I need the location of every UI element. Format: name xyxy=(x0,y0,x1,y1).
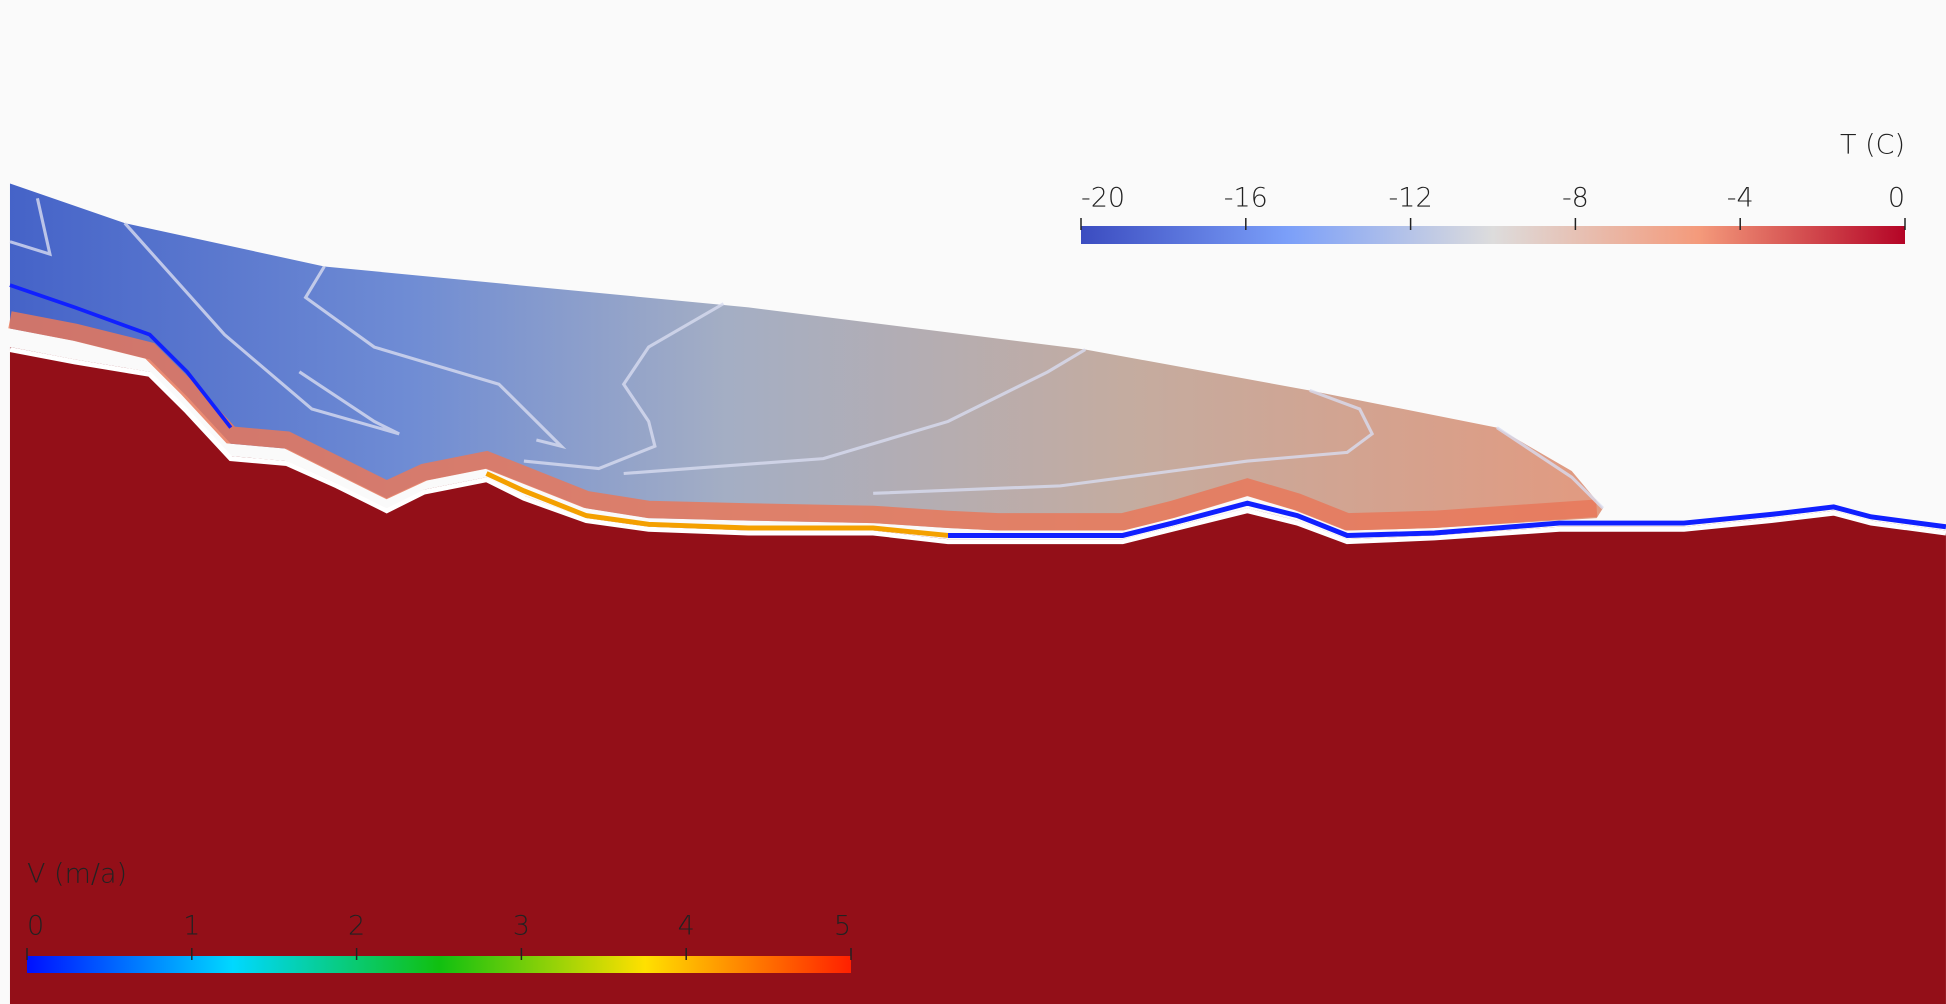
basal-velocity xyxy=(485,471,949,538)
tick-label: 1 xyxy=(183,911,200,942)
tick-label: -4 xyxy=(1727,183,1754,214)
proglacial-velocity xyxy=(948,500,1946,538)
color-bar xyxy=(1081,226,1905,244)
tick-label: 0 xyxy=(1888,183,1905,214)
tick-label: 0 xyxy=(27,911,44,942)
tick-label: -20 xyxy=(1081,183,1125,214)
tick-label: -16 xyxy=(1224,183,1268,214)
temperature-legend: T (C) -20 -16 -12 -8 -4 0 xyxy=(1080,130,1906,244)
basal-warm-band xyxy=(8,311,1598,531)
color-bar xyxy=(27,956,851,973)
bedrock xyxy=(9,347,1946,1004)
tick-label: -12 xyxy=(1389,183,1433,214)
velocity-legend: V (m/a) 0 1 2 3 4 5 xyxy=(26,859,852,973)
bed-outline xyxy=(9,347,1946,545)
tick-label: 3 xyxy=(513,911,530,942)
contours xyxy=(9,197,1605,510)
tick-label: 2 xyxy=(348,911,365,942)
tick-label: -8 xyxy=(1562,183,1589,214)
tick-label: 4 xyxy=(678,911,695,942)
tick-label: 5 xyxy=(834,911,851,942)
scene xyxy=(8,183,1946,1004)
legend-title: T (C) xyxy=(1840,130,1905,161)
upstream-velocity xyxy=(9,283,233,429)
ice-body xyxy=(9,183,1603,531)
legend-title: V (m/a) xyxy=(27,859,127,890)
